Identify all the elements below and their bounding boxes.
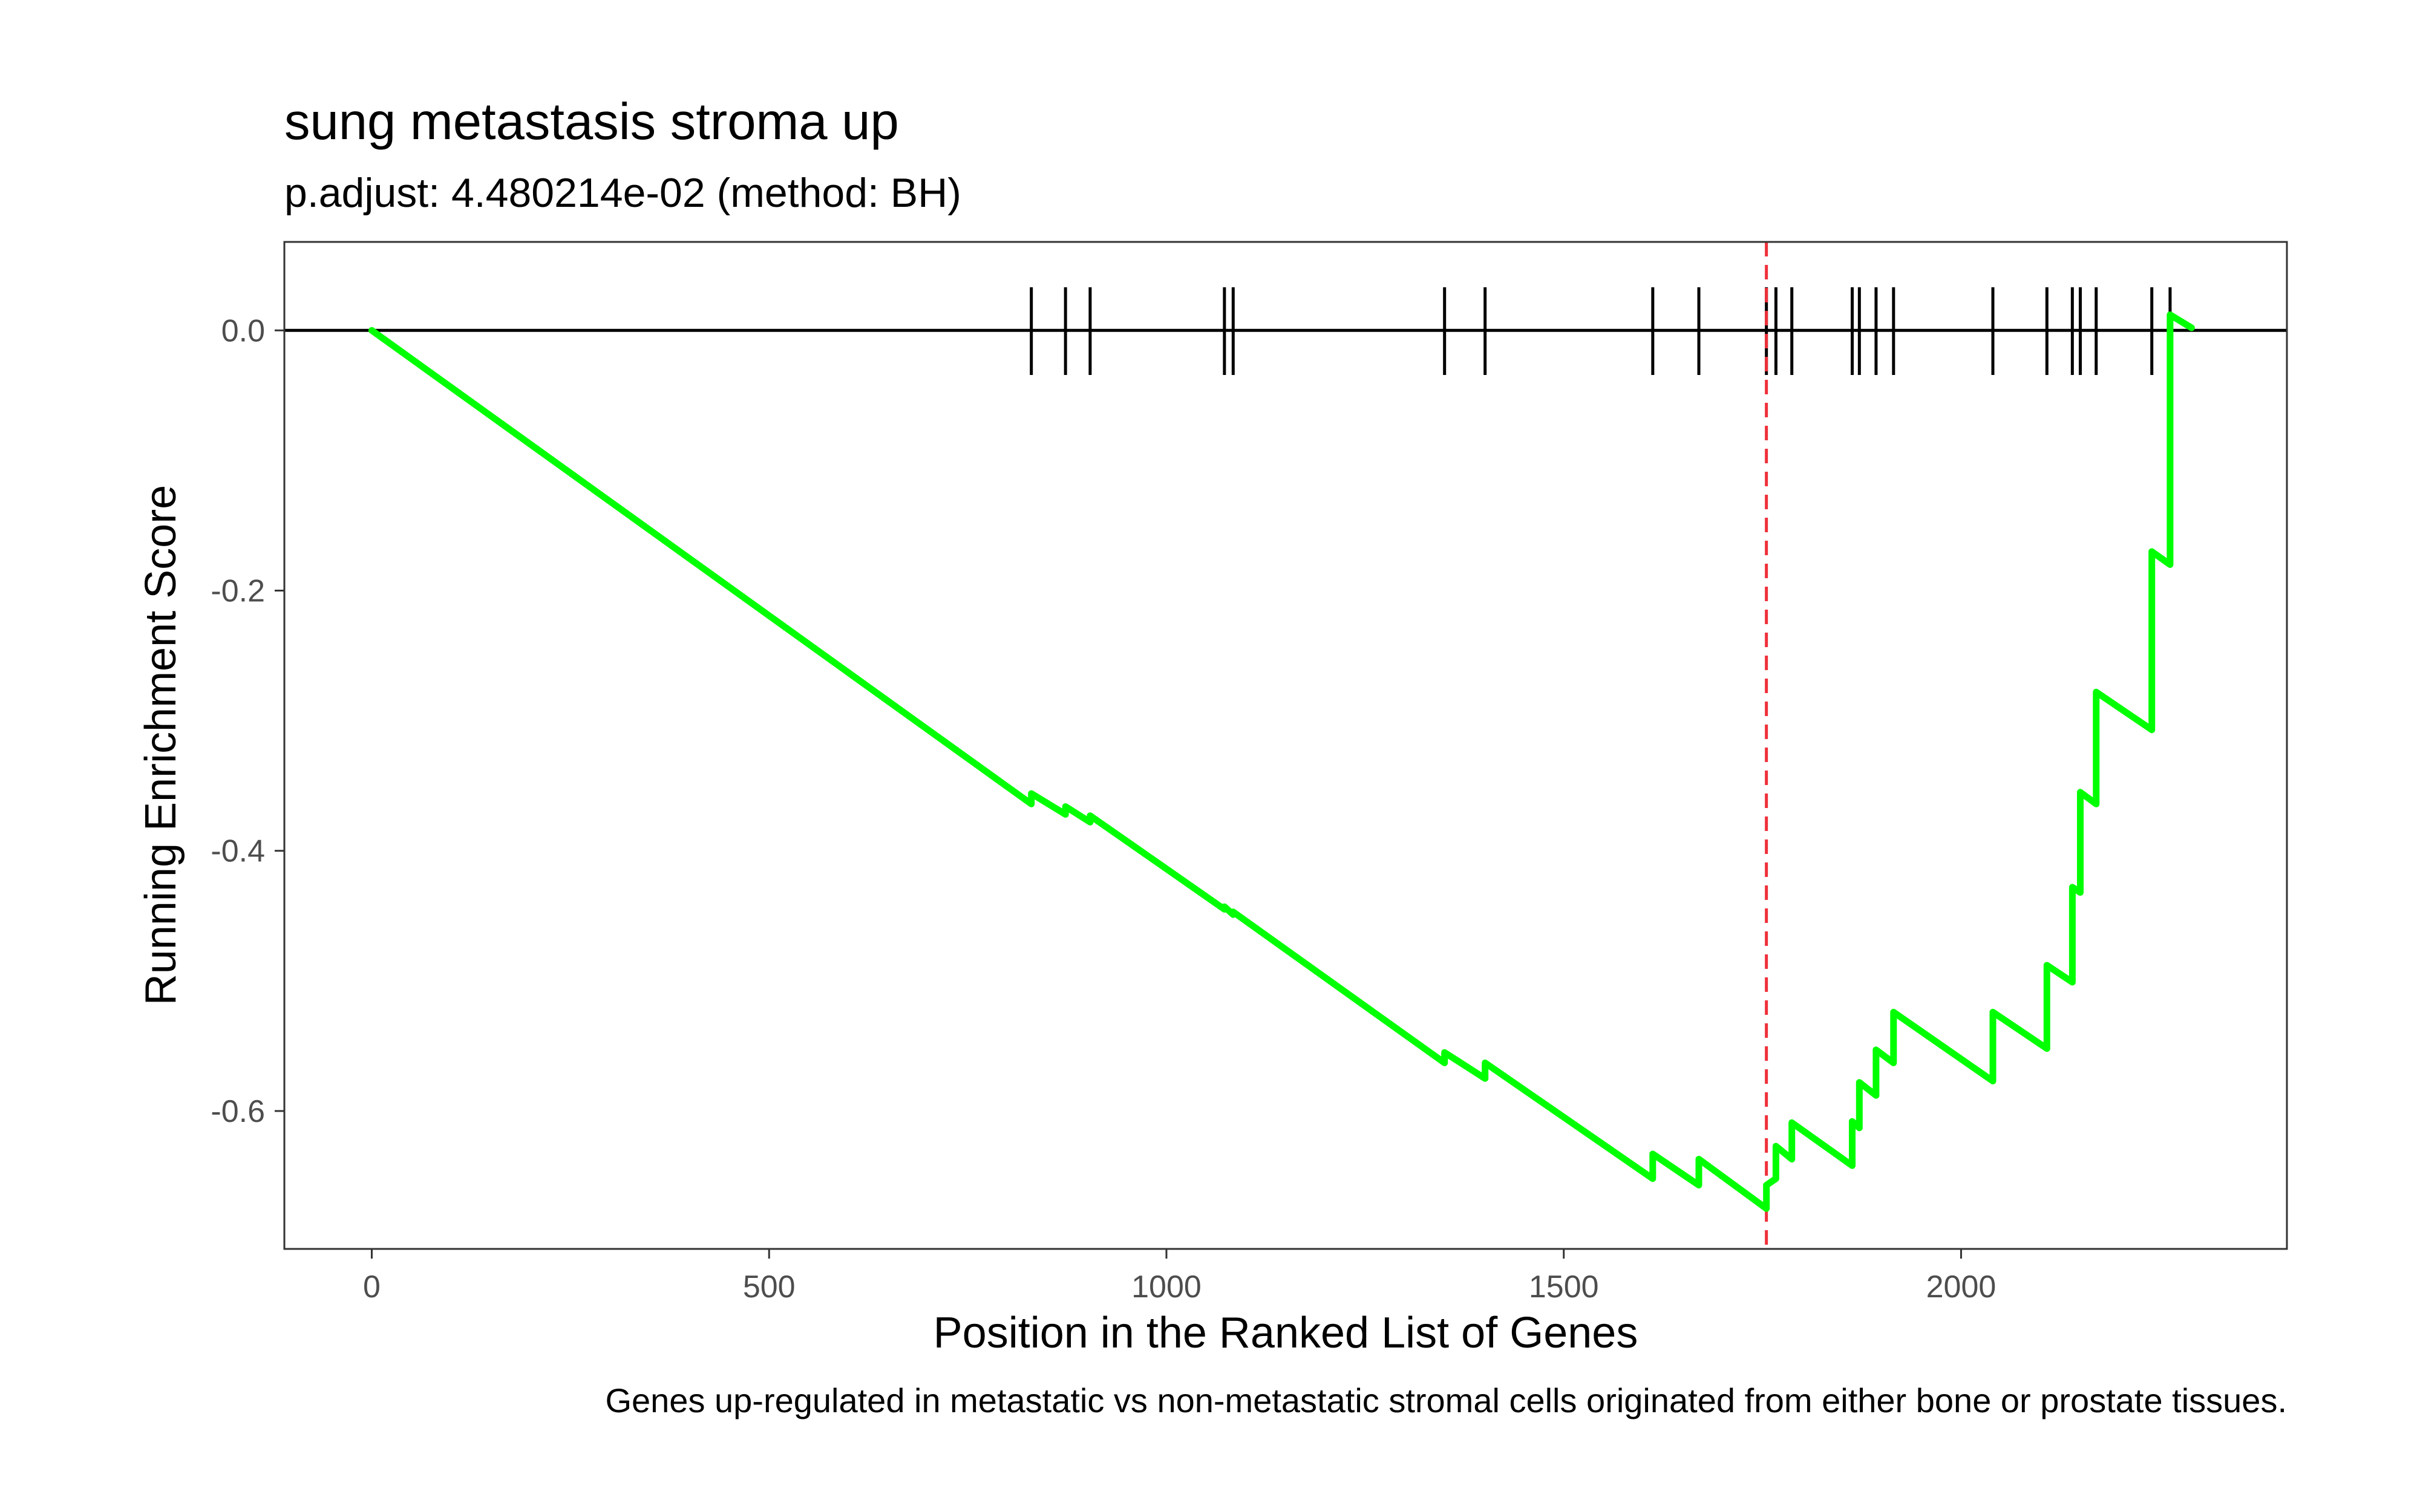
y-tick-label: -0.6 [211, 1094, 265, 1129]
x-axis-ticks: 0 500 1000 1500 2000 [363, 1249, 1996, 1305]
panel-border [283, 241, 2288, 1250]
x-axis-title: Position in the Ranked List of Genes [934, 1309, 1638, 1357]
plot-panel [283, 241, 2288, 1250]
x-tick-label: 500 [743, 1269, 796, 1305]
y-tick-label: -0.2 [211, 574, 265, 609]
x-tick-label: 1000 [1131, 1269, 1202, 1305]
y-tick-label: 0.0 [221, 313, 265, 348]
x-tick-label: 2000 [1926, 1269, 1996, 1305]
chart-subtitle: p.adjust: 4.480214e-02 (method: BH) [284, 170, 961, 216]
x-tick-label: 0 [363, 1269, 381, 1305]
chart-caption: Genes up-regulated in metastatic vs non-… [605, 1381, 2287, 1419]
y-axis-ticks: 0.0 -0.2 -0.4 -0.6 [211, 313, 284, 1129]
y-axis-title: Running Enrichment Score [137, 485, 185, 1005]
chart-title: sung metastasis stroma up [284, 93, 899, 151]
y-tick-label: -0.4 [211, 834, 265, 869]
plot-area [284, 242, 2287, 1249]
x-tick-label: 1500 [1529, 1269, 1599, 1305]
running-es-line [368, 311, 2195, 1212]
